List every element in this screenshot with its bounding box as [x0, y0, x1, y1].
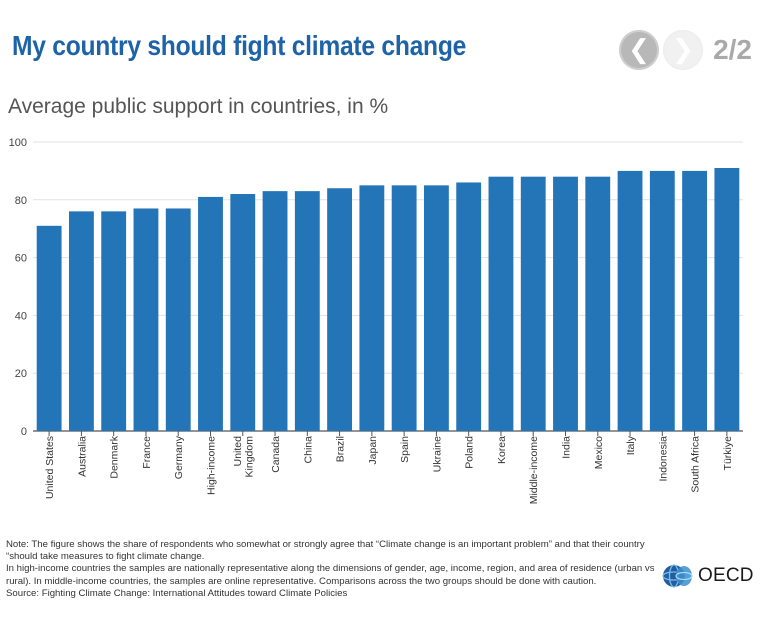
x-tick-label: Canada: [270, 436, 282, 473]
y-tick-label: 80: [15, 195, 27, 207]
x-tick-label-text: High-income: [206, 436, 218, 495]
x-tick-label-text: Indonesia: [657, 436, 669, 482]
x-tick-label: Denmark: [109, 435, 121, 478]
x-tick-label: India: [561, 436, 573, 459]
x-tick-label: High-income: [206, 436, 218, 495]
page-title: My country should fight climate change: [12, 30, 467, 61]
x-tick-label-text: Türkiye: [722, 436, 734, 471]
x-tick-label-text: Mexico: [593, 436, 605, 469]
x-tick-label: Japan: [367, 436, 379, 465]
bar: [165, 208, 191, 431]
bar: [682, 170, 708, 431]
bar: [68, 211, 94, 431]
x-tick-label-text: Kingdom: [244, 436, 256, 478]
x-tick-label: Mexico: [593, 436, 605, 469]
x-tick-label: South Africa: [690, 436, 702, 493]
x-tick-label-text: Ukraine: [431, 436, 443, 472]
x-tick-label-text: South Africa: [690, 436, 702, 493]
x-tick-label: Middle-income: [528, 436, 540, 504]
bar: [294, 191, 320, 431]
bar: [101, 211, 127, 431]
chevron-left-icon: ❮: [628, 35, 650, 65]
x-tick-label-text: Italy: [625, 435, 637, 455]
x-tick-label-text: Poland: [464, 436, 476, 469]
bar: [36, 225, 62, 431]
note-text: Note: The figure shows the share of resp…: [6, 539, 645, 563]
x-tick-label-text: Japan: [367, 436, 379, 465]
y-tick-label: 20: [15, 368, 27, 380]
x-tick-label: Italy: [625, 435, 637, 455]
x-tick-label-text: India: [561, 436, 573, 459]
x-tick-label: Brazil: [335, 436, 347, 462]
note-text-2: In high-income countries the samples are…: [6, 563, 655, 587]
x-tick-label: Spain: [399, 436, 411, 463]
x-tick-label-text: China: [302, 436, 314, 464]
x-tick-label-text: Spain: [399, 436, 411, 463]
bar: [327, 188, 353, 431]
oecd-globe-icon: [662, 564, 693, 588]
bar: [359, 185, 385, 431]
bar: [198, 196, 223, 431]
x-tick-label: Korea: [496, 436, 508, 464]
source-text: Source: Fighting Climate Change: Interna…: [6, 587, 348, 599]
x-tick-label: United Kingdom: [232, 436, 256, 478]
bar: [520, 176, 546, 431]
bar: [391, 185, 417, 431]
y-tick-label: 40: [15, 310, 27, 322]
bar: [456, 182, 482, 431]
bar: [230, 194, 256, 431]
y-tick-label: 60: [15, 253, 27, 265]
prev-button[interactable]: ❮: [619, 30, 660, 70]
x-tick-label: Australia: [76, 436, 88, 477]
oecd-logo[interactable]: OECD: [662, 564, 754, 588]
y-tick-label: 100: [9, 137, 27, 149]
x-tick-label: Germany: [173, 435, 185, 479]
bar: [649, 170, 675, 431]
bar: [488, 176, 514, 431]
x-tick-label-text: France: [141, 436, 153, 469]
logo-text: OECD: [698, 565, 754, 586]
x-tick-label: Ukraine: [431, 436, 443, 472]
bar-chart: 0 20 40 60 80 100 United States Australia Denmar…: [9, 137, 743, 504]
pagination: ❮ ❯ 2/2: [619, 30, 752, 70]
page-counter: 2/2: [713, 34, 752, 65]
x-tick-label: Türkiye: [722, 436, 734, 471]
bar: [585, 176, 611, 431]
x-tick-label-text: Australia: [76, 436, 88, 477]
x-tick-label-text: Canada: [270, 436, 282, 473]
chart-footnote: Note: The figure shows the share of resp…: [6, 539, 656, 600]
bar: [133, 208, 159, 431]
x-tick-label: United States: [44, 436, 56, 499]
x-tick-label-text: United States: [44, 436, 56, 499]
x-tick-label: Indonesia: [657, 436, 669, 482]
x-tick-label-text: Korea: [496, 436, 508, 464]
bar: [617, 170, 643, 431]
chevron-right-icon: ❯: [672, 35, 694, 65]
next-button[interactable]: ❯: [663, 30, 704, 70]
x-tick-label-text: Middle-income: [528, 436, 540, 504]
bar: [423, 185, 449, 431]
y-tick-label: 0: [21, 426, 27, 438]
x-tick-label-text: Germany: [173, 435, 185, 479]
chart-title: Average public support in countries, in …: [8, 95, 389, 118]
x-tick-label: Poland: [464, 436, 476, 469]
x-tick-label-text: United: [232, 436, 244, 467]
x-tick-label-text: Brazil: [335, 436, 347, 462]
x-tick-label: France: [141, 436, 153, 469]
x-tick-label: China: [302, 436, 314, 464]
bar: [553, 176, 578, 431]
bar: [262, 191, 288, 431]
x-tick-label-text: Denmark: [109, 435, 121, 478]
bar: [714, 168, 740, 431]
